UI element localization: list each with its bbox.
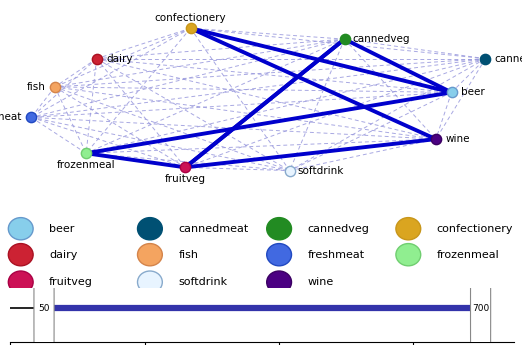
Point	[286, 168, 294, 174]
Point	[340, 36, 349, 42]
Point	[432, 136, 440, 142]
Ellipse shape	[137, 244, 162, 266]
Ellipse shape	[137, 218, 162, 240]
Text: cannedmeat: cannedmeat	[495, 54, 522, 64]
Point	[181, 165, 189, 170]
Text: frozenmeal: frozenmeal	[437, 250, 500, 260]
Text: wine: wine	[445, 134, 470, 144]
Ellipse shape	[8, 271, 33, 293]
Text: beer: beer	[49, 224, 75, 234]
Text: 700: 700	[472, 304, 489, 313]
Text: beer: beer	[461, 87, 484, 97]
Point	[27, 115, 35, 120]
Text: 50: 50	[38, 304, 50, 313]
Ellipse shape	[267, 271, 291, 293]
Text: confectionery: confectionery	[155, 13, 227, 23]
Text: fruitveg: fruitveg	[49, 277, 93, 287]
Ellipse shape	[8, 218, 33, 240]
Point	[92, 56, 101, 61]
Text: dairy: dairy	[49, 250, 78, 260]
Text: cannedmeat: cannedmeat	[179, 224, 248, 234]
Ellipse shape	[137, 271, 162, 293]
Text: fish: fish	[179, 250, 198, 260]
Ellipse shape	[267, 218, 291, 240]
Text: confectionery: confectionery	[437, 224, 513, 234]
Point	[186, 26, 195, 31]
Text: fruitveg: fruitveg	[165, 174, 206, 184]
Point	[481, 56, 490, 61]
Text: cannedveg: cannedveg	[307, 224, 370, 234]
Point	[51, 84, 59, 90]
Point	[447, 90, 456, 95]
Text: softdrink: softdrink	[179, 277, 228, 287]
Text: freshmeat: freshmeat	[307, 250, 365, 260]
FancyBboxPatch shape	[470, 245, 491, 345]
Text: softdrink: softdrink	[298, 166, 344, 176]
Text: cannedveg: cannedveg	[352, 34, 410, 44]
Ellipse shape	[267, 244, 291, 266]
Text: frozenmeal: frozenmeal	[57, 160, 115, 170]
Text: fish: fish	[27, 82, 45, 92]
Ellipse shape	[396, 218, 421, 240]
Ellipse shape	[396, 244, 421, 266]
Text: freshmeat: freshmeat	[0, 112, 22, 122]
Ellipse shape	[8, 244, 33, 266]
Text: wine: wine	[307, 277, 334, 287]
Text: dairy: dairy	[106, 54, 133, 64]
FancyBboxPatch shape	[34, 245, 54, 345]
Point	[82, 150, 90, 156]
